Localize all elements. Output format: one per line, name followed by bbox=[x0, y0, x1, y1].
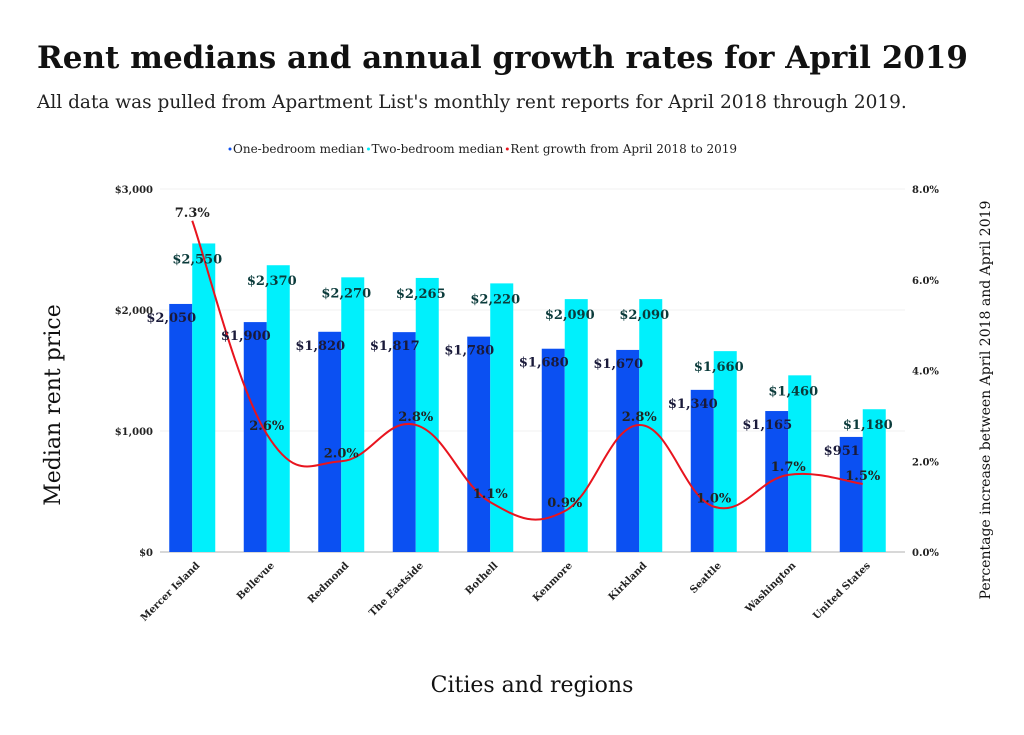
y-tick-label: $2,000 bbox=[115, 306, 153, 317]
bar-two-bedroom bbox=[639, 299, 663, 552]
legend-entry: One-bedroom median bbox=[233, 142, 365, 156]
y2-tick-label: 2.0% bbox=[912, 457, 939, 468]
label-two-bedroom: $1,460 bbox=[768, 384, 818, 399]
label-one-bedroom: $1,165 bbox=[742, 418, 792, 433]
legend-marker bbox=[366, 147, 370, 151]
y-tick-label: $3,000 bbox=[115, 185, 153, 196]
label-two-bedroom: $1,660 bbox=[694, 360, 744, 375]
y2-tick-label: 4.0% bbox=[912, 367, 939, 378]
chart-subtitle: All data was pulled from Apartment List'… bbox=[36, 92, 907, 113]
label-growth: 1.0% bbox=[696, 492, 732, 507]
label-one-bedroom: $1,817 bbox=[370, 339, 420, 354]
label-one-bedroom: $1,780 bbox=[444, 344, 494, 359]
label-two-bedroom: $2,090 bbox=[619, 308, 669, 323]
growth-line-path bbox=[191, 220, 863, 521]
x-tick-label: Kirkland bbox=[607, 560, 650, 603]
label-one-bedroom: $1,340 bbox=[668, 397, 718, 412]
growth-line bbox=[191, 220, 863, 521]
label-growth: 2.8% bbox=[622, 410, 658, 425]
x-axis-title: Cities and regions bbox=[431, 673, 634, 698]
bar-two-bedroom bbox=[564, 299, 588, 552]
legend-marker bbox=[228, 147, 232, 151]
data-labels: $2,050 $2,550 $1,900 $2,370 $1,820 $2,270 $1,8… bbox=[146, 206, 892, 511]
bar-one-bedroom bbox=[690, 389, 714, 552]
y-tick-label: $0 bbox=[139, 548, 153, 559]
bar-one-bedroom bbox=[839, 436, 863, 552]
label-growth: 2.8% bbox=[398, 410, 434, 425]
bar-two-bedroom bbox=[415, 277, 439, 552]
bar-one-bedroom bbox=[392, 332, 416, 552]
label-two-bedroom: $2,270 bbox=[321, 286, 371, 301]
x-tick-label: Kenmore bbox=[531, 560, 575, 604]
bar-two-bedroom bbox=[788, 375, 812, 552]
bar-one-bedroom bbox=[765, 411, 789, 552]
bar-one-bedroom bbox=[467, 336, 491, 552]
y2-tick-label: 6.0% bbox=[912, 276, 939, 287]
x-tick-label: Seattle bbox=[688, 560, 724, 596]
label-two-bedroom: $2,265 bbox=[396, 287, 446, 302]
x-tick-label: Washington bbox=[743, 560, 799, 616]
x-tick-label: The Eastside bbox=[367, 560, 425, 618]
label-two-bedroom: $2,220 bbox=[470, 292, 520, 307]
label-one-bedroom: $1,680 bbox=[519, 356, 569, 371]
legend-entry: Two-bedroom median bbox=[371, 142, 503, 156]
bar-two-bedroom bbox=[341, 277, 365, 552]
x-tick-label: Bellevue bbox=[235, 560, 277, 602]
y-axis-title: Median rent price bbox=[41, 304, 66, 505]
label-one-bedroom: $1,900 bbox=[221, 329, 271, 344]
bar-two-bedroom bbox=[192, 243, 216, 552]
legend-marker bbox=[505, 147, 509, 151]
x-tick-label: Redmond bbox=[306, 560, 351, 605]
y2-tick-label: 8.0% bbox=[912, 185, 939, 196]
chart-title: Rent medians and annual growth rates for… bbox=[37, 40, 968, 76]
label-growth: 1.1% bbox=[473, 487, 509, 502]
bar-one-bedroom bbox=[541, 348, 565, 552]
bar-one-bedroom bbox=[169, 303, 193, 552]
label-growth: 1.5% bbox=[845, 469, 881, 484]
x-tick-label: United States bbox=[811, 560, 873, 622]
label-growth: 2.0% bbox=[324, 446, 360, 461]
label-two-bedroom: $2,370 bbox=[247, 274, 297, 289]
bars bbox=[169, 243, 886, 552]
label-one-bedroom: $2,050 bbox=[146, 311, 196, 326]
label-growth: 7.3% bbox=[175, 206, 211, 221]
label-growth: 1.7% bbox=[771, 460, 807, 475]
bar-one-bedroom bbox=[318, 331, 342, 552]
label-one-bedroom: $1,820 bbox=[295, 339, 345, 354]
y2-tick-label: 0.0% bbox=[912, 548, 939, 559]
bar-two-bedroom bbox=[713, 351, 737, 552]
bar-two-bedroom bbox=[490, 283, 514, 552]
label-two-bedroom: $2,090 bbox=[545, 308, 595, 323]
x-tick-label: Mercer Island bbox=[139, 560, 202, 623]
label-two-bedroom: $2,550 bbox=[172, 252, 222, 267]
legend-entry: Rent growth from April 2018 to 2019 bbox=[510, 142, 737, 156]
legend: One-bedroom median Two-bedroom median Rent… bbox=[228, 142, 737, 156]
y-tick-label: $1,000 bbox=[115, 427, 153, 438]
bar-two-bedroom bbox=[862, 409, 886, 552]
label-one-bedroom: $951 bbox=[824, 444, 860, 459]
label-growth: 0.9% bbox=[547, 496, 583, 511]
bar-one-bedroom bbox=[243, 322, 267, 552]
label-growth: 2.6% bbox=[249, 419, 285, 434]
label-two-bedroom: $1,180 bbox=[843, 418, 893, 433]
axes: $0 $1,000 $2,000 $3,000 0.0% 2.0% 4.0% 6.0% 8.0%… bbox=[115, 185, 940, 624]
bar-one-bedroom bbox=[616, 349, 640, 552]
bar-two-bedroom bbox=[266, 265, 290, 552]
y2-axis-title: Percentage increase between April 2018 a… bbox=[978, 201, 994, 600]
x-tick-label: Bothell bbox=[464, 560, 501, 597]
label-one-bedroom: $1,670 bbox=[593, 357, 643, 372]
